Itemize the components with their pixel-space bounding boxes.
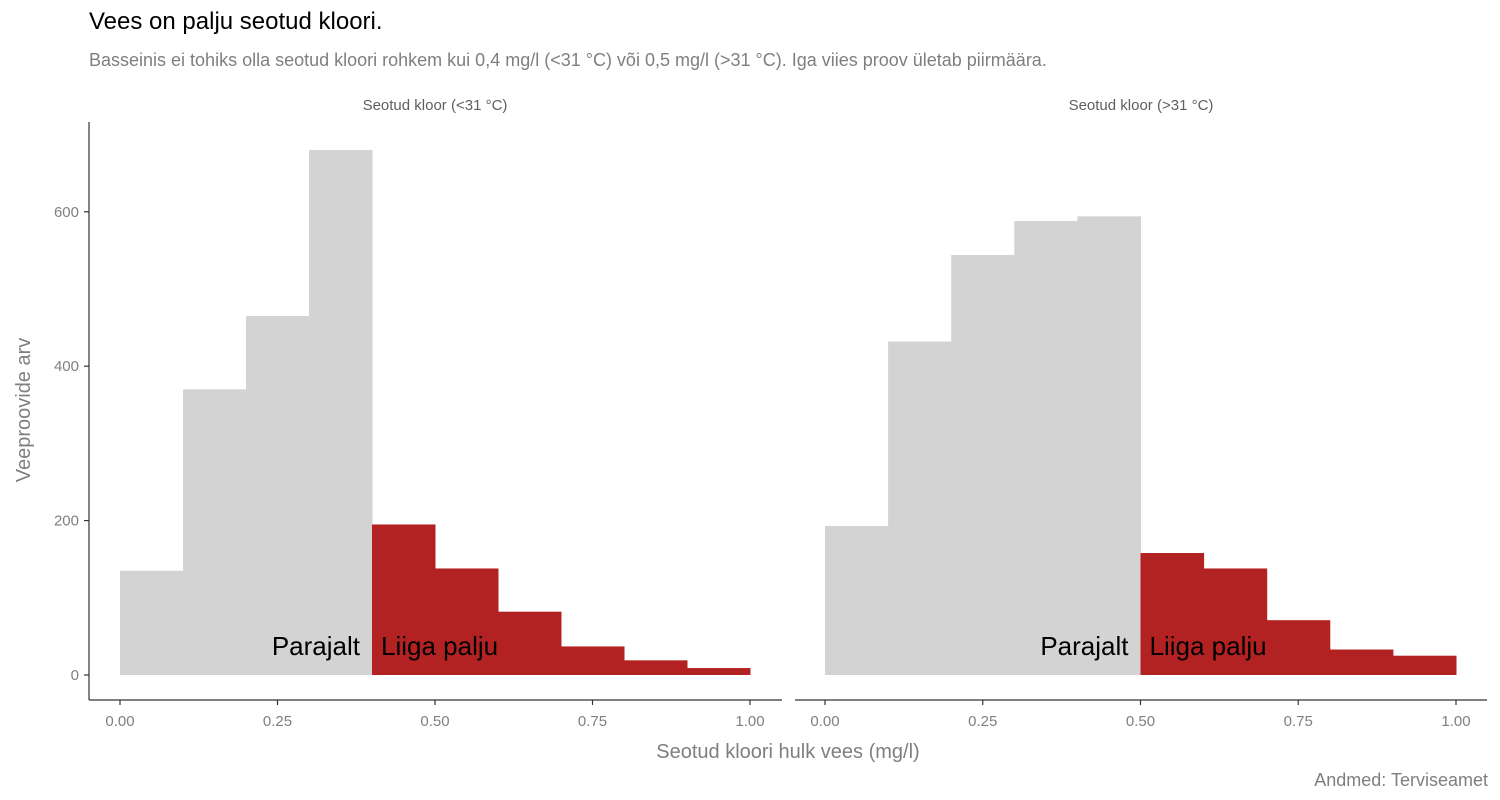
x-tick-label: 1.00	[1441, 713, 1470, 730]
y-tick-label: 0	[71, 667, 79, 684]
x-tick-label: 0.25	[968, 713, 997, 730]
panel-above-31: Seotud kloor (>31 °C) Parajalt Liiga palju…	[795, 97, 1487, 730]
x-tick-label: 0.50	[420, 713, 449, 730]
bar-within-limit	[1014, 221, 1078, 675]
panel-below-31: Seotud kloor (<31 °C) Parajalt Liiga palju…	[54, 97, 782, 730]
x-tick-label: 0.25	[263, 713, 292, 730]
chart-caption: Andmed: Terviseamet	[1314, 770, 1488, 790]
bar-over-limit	[561, 646, 625, 675]
bar-over-limit	[1329, 649, 1394, 675]
y-tick-label: 400	[54, 358, 79, 375]
bar-within-limit	[825, 525, 889, 675]
bar-within-limit	[951, 255, 1015, 675]
x-tick-label: 0.75	[1284, 713, 1313, 730]
chart-title: Vees on palju seotud kloori.	[89, 8, 383, 35]
y-axis-title: Veeproovide arv	[13, 338, 35, 483]
label-liiga-palju: Liiga palju	[381, 631, 498, 661]
label-liiga-palju: Liiga palju	[1150, 631, 1267, 661]
bar-over-limit	[1203, 568, 1268, 675]
label-parajalt: Parajalt	[272, 631, 361, 661]
bar-over-limit	[687, 668, 751, 675]
label-parajalt: Parajalt	[1040, 631, 1129, 661]
x-axis-title: Seotud kloori hulk vees (mg/l)	[656, 741, 919, 763]
bar-within-limit	[246, 315, 310, 675]
x-tick-label: 0.00	[810, 713, 839, 730]
bar-over-limit	[372, 524, 436, 675]
bar-over-limit	[624, 660, 688, 675]
bar-within-limit	[120, 570, 184, 675]
y-tick-label: 200	[54, 513, 79, 530]
bar-within-limit	[1077, 216, 1141, 675]
bar-over-limit	[1140, 553, 1205, 675]
panel-strip-label: Seotud kloor (<31 °C)	[363, 97, 508, 114]
y-tick-label: 600	[54, 204, 79, 221]
x-tick-label: 0.00	[105, 713, 134, 730]
bar-within-limit	[183, 389, 247, 675]
x-tick-label: 0.50	[1126, 713, 1155, 730]
x-tick-label: 0.75	[578, 713, 607, 730]
bar-over-limit	[1392, 655, 1457, 675]
bar-over-limit	[498, 611, 562, 675]
bar-over-limit	[435, 568, 499, 675]
x-tick-label: 1.00	[735, 713, 764, 730]
bar-within-limit	[309, 150, 373, 675]
panel-strip-label: Seotud kloor (>31 °C)	[1069, 97, 1214, 114]
bar-within-limit	[888, 341, 952, 675]
bar-over-limit	[1266, 620, 1331, 675]
chart-subtitle: Basseinis ei tohiks olla seotud kloori r…	[89, 50, 1047, 70]
